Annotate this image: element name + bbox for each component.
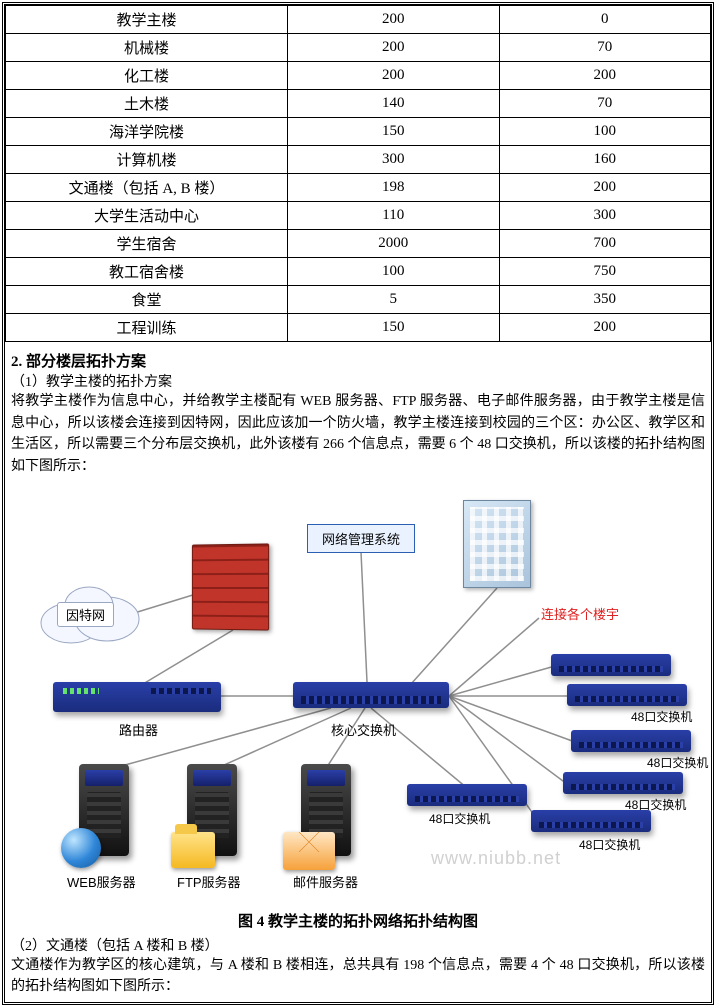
- core-switch-icon: [293, 682, 449, 708]
- globe-icon: [61, 828, 101, 868]
- table-row: 机械楼20070: [6, 34, 711, 62]
- table-row: 食堂5350: [6, 286, 711, 314]
- section2-item2-body: 文通楼作为教学区的核心建筑，与 A 楼和 B 楼相连，总共具有 198 个信息点…: [11, 955, 705, 998]
- table-row: 计算机楼300160: [6, 146, 711, 174]
- access-switch-icon: [531, 810, 651, 832]
- ftp-server-label: FTP服务器: [177, 872, 241, 891]
- core-switch-label: 核心交换机: [331, 720, 396, 739]
- table-cell: 200: [288, 34, 500, 62]
- table-cell: 200: [499, 62, 711, 90]
- table-cell: 工程训练: [6, 314, 288, 342]
- table-cell: 教学主楼: [6, 6, 288, 34]
- table-cell: 200: [288, 6, 500, 34]
- table-cell: 教工宿舍楼: [6, 258, 288, 286]
- table-row: 文通楼（包括 A, B 楼）198200: [6, 174, 711, 202]
- table-cell: 750: [499, 258, 711, 286]
- table-cell: 计算机楼: [6, 146, 288, 174]
- section2-item1-body: 将教学主楼作为信息中心，并给教学主楼配有 WEB 服务器、FTP 服务器、电子邮…: [11, 391, 705, 478]
- table-cell: 机械楼: [6, 34, 288, 62]
- table-row: 大学生活动中心110300: [6, 202, 711, 230]
- table-cell: 700: [499, 230, 711, 258]
- table-cell: 海洋学院楼: [6, 118, 288, 146]
- access-switch-label: 48口交换机: [579, 836, 640, 853]
- table-cell: 食堂: [6, 286, 288, 314]
- folder-icon: [171, 832, 215, 868]
- table-cell: 70: [499, 34, 711, 62]
- access-switch-icon: [407, 784, 527, 806]
- table-cell: 300: [288, 146, 500, 174]
- table-row: 海洋学院楼150100: [6, 118, 711, 146]
- table-cell: 160: [499, 146, 711, 174]
- table-cell: 100: [288, 258, 500, 286]
- topology-diagram: 因特网 网络管理系统 连接各个楼宇 路由器 核心交换机 48口交换机 48口交换…: [11, 484, 711, 904]
- nms-box: 网络管理系统: [307, 524, 415, 553]
- mail-server-label: 邮件服务器: [293, 872, 358, 891]
- table-row: 土木楼14070: [6, 90, 711, 118]
- table-cell: 学生宿舍: [6, 230, 288, 258]
- table-cell: 150: [288, 118, 500, 146]
- table-cell: 5: [288, 286, 500, 314]
- section2-item2-title: （2）文通楼（包括 A 楼和 B 楼）: [11, 935, 705, 955]
- watermark-text: www.niubb.net: [431, 848, 561, 869]
- access-switch-icon: [563, 772, 683, 794]
- page-inner-border: 教学主楼2000机械楼20070化工楼200200土木楼14070海洋学院楼15…: [4, 4, 712, 1003]
- building-icon: [463, 500, 531, 588]
- table-row: 化工楼200200: [6, 62, 711, 90]
- table-cell: 150: [288, 314, 500, 342]
- table-cell: 化工楼: [6, 62, 288, 90]
- router-label: 路由器: [119, 720, 158, 739]
- envelope-icon: [283, 832, 335, 870]
- access-switch-icon: [567, 684, 687, 706]
- table-cell: 2000: [288, 230, 500, 258]
- table-cell: 140: [288, 90, 500, 118]
- connect-buildings-label: 连接各个楼宇: [541, 604, 619, 623]
- table-cell: 200: [288, 62, 500, 90]
- table-cell: 100: [499, 118, 711, 146]
- table-row: 教学主楼2000: [6, 6, 711, 34]
- table-cell: 文通楼（包括 A, B 楼）: [6, 174, 288, 202]
- firewall-icon: [192, 543, 269, 630]
- access-switch-icon: [551, 654, 671, 676]
- table-row: 学生宿舍2000700: [6, 230, 711, 258]
- access-switch-label: 48口交换机: [429, 810, 490, 827]
- figure4-caption: 图 4 教学主楼的拓扑网络拓扑结构图: [11, 910, 705, 931]
- internet-label: 因特网: [57, 602, 114, 627]
- table-cell: 300: [499, 202, 711, 230]
- table-cell: 土木楼: [6, 90, 288, 118]
- access-switch-label: 48口交换机: [631, 708, 692, 725]
- table-cell: 200: [499, 174, 711, 202]
- access-switch-icon: [571, 730, 691, 752]
- table-cell: 大学生活动中心: [6, 202, 288, 230]
- section2-heading: 2. 部分楼层拓扑方案: [11, 350, 705, 371]
- content-area: 2. 部分楼层拓扑方案 （1）教学主楼的拓扑方案 将教学主楼作为信息中心，并给教…: [5, 342, 711, 1002]
- section2-item1-title: （1）教学主楼的拓扑方案: [11, 371, 705, 391]
- table-cell: 110: [288, 202, 500, 230]
- table-cell: 70: [499, 90, 711, 118]
- table-cell: 350: [499, 286, 711, 314]
- table-row: 工程训练150200: [6, 314, 711, 342]
- table-cell: 0: [499, 6, 711, 34]
- table-cell: 198: [288, 174, 500, 202]
- buildings-table-body: 教学主楼2000机械楼20070化工楼200200土木楼14070海洋学院楼15…: [6, 6, 711, 342]
- buildings-table: 教学主楼2000机械楼20070化工楼200200土木楼14070海洋学院楼15…: [5, 5, 711, 342]
- web-server-label: WEB服务器: [67, 872, 136, 891]
- page-outer-border: 教学主楼2000机械楼20070化工楼200200土木楼14070海洋学院楼15…: [2, 2, 714, 1005]
- table-cell: 200: [499, 314, 711, 342]
- table-row: 教工宿舍楼100750: [6, 258, 711, 286]
- router-icon: [53, 682, 221, 712]
- access-switch-label: 48口交换机: [647, 754, 708, 771]
